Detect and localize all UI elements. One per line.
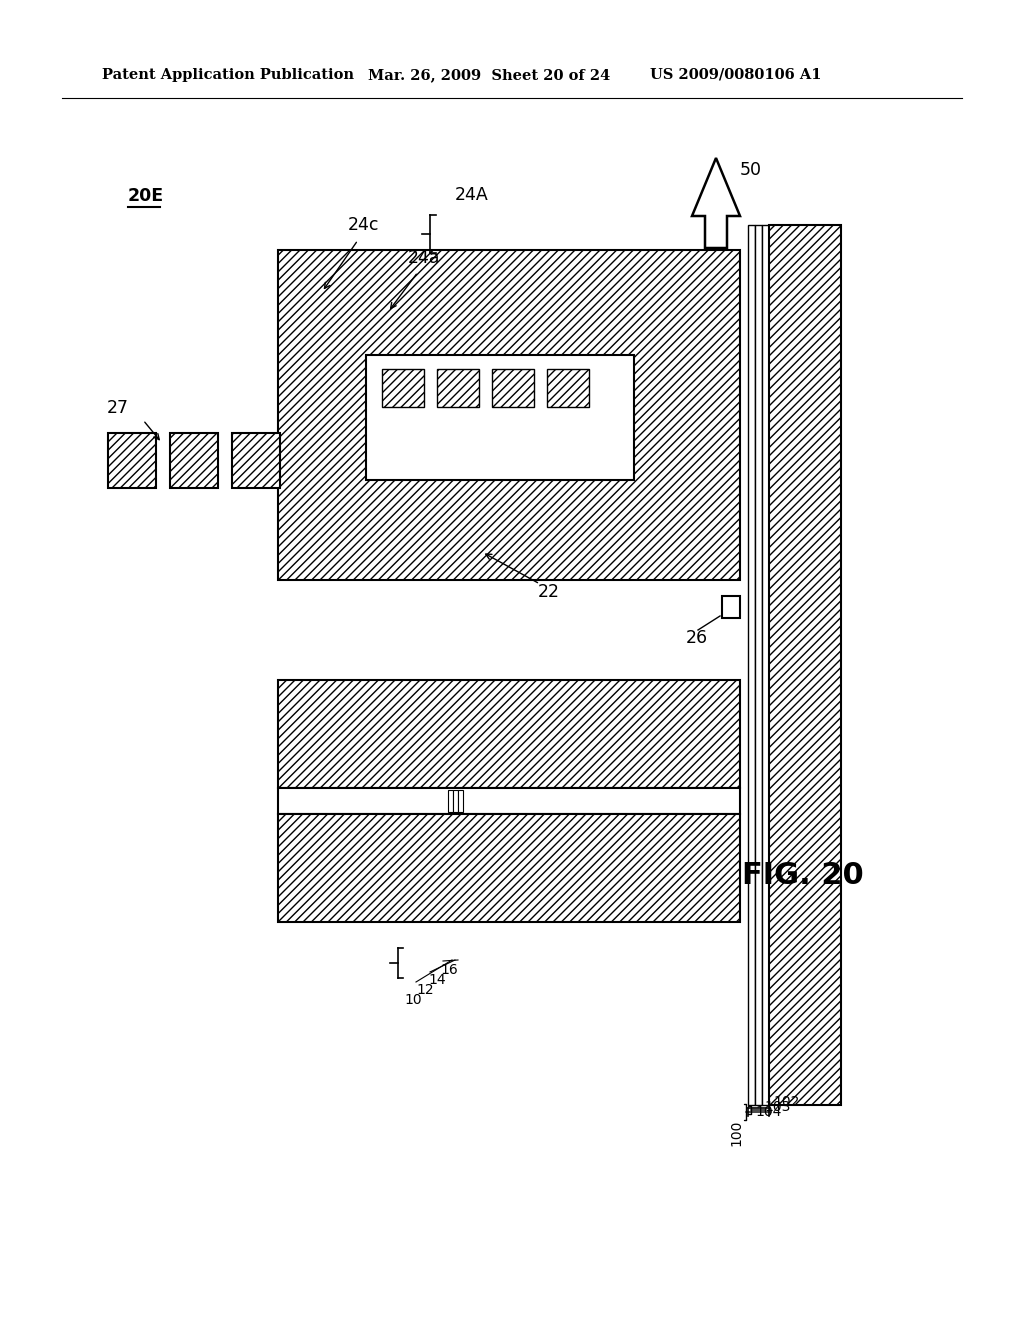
Bar xyxy=(108,433,156,488)
Text: 24a: 24a xyxy=(408,249,440,267)
Text: 24A: 24A xyxy=(455,186,488,205)
Bar xyxy=(437,370,479,407)
Text: Mar. 26, 2009  Sheet 20 of 24: Mar. 26, 2009 Sheet 20 of 24 xyxy=(368,69,610,82)
Bar xyxy=(769,224,841,1105)
Text: 102: 102 xyxy=(773,1096,800,1109)
Bar xyxy=(278,680,740,788)
Text: 22: 22 xyxy=(538,583,560,601)
Bar xyxy=(748,224,755,1105)
Text: 16: 16 xyxy=(440,964,458,977)
Bar xyxy=(366,355,634,480)
Text: 100: 100 xyxy=(729,1119,743,1146)
Text: 104: 104 xyxy=(755,1105,781,1119)
Bar xyxy=(755,224,762,1105)
Polygon shape xyxy=(692,158,740,248)
Bar xyxy=(382,370,424,407)
Text: 27: 27 xyxy=(106,399,129,417)
Bar xyxy=(449,789,453,812)
Bar xyxy=(170,433,218,488)
Bar xyxy=(453,789,458,812)
Bar xyxy=(278,788,740,814)
Text: FIG. 20: FIG. 20 xyxy=(742,861,864,890)
Text: 50: 50 xyxy=(740,161,762,180)
Text: 24c: 24c xyxy=(348,216,380,234)
Bar xyxy=(278,814,740,921)
Text: US 2009/0080106 A1: US 2009/0080106 A1 xyxy=(650,69,821,82)
Bar xyxy=(232,433,280,488)
Text: 20E: 20E xyxy=(128,187,164,205)
Bar xyxy=(762,224,769,1105)
Text: 10: 10 xyxy=(404,993,422,1007)
Text: 103: 103 xyxy=(764,1100,791,1114)
Bar xyxy=(722,597,740,618)
Text: 14: 14 xyxy=(428,973,445,987)
Bar xyxy=(458,789,463,812)
Text: Patent Application Publication: Patent Application Publication xyxy=(102,69,354,82)
Bar xyxy=(547,370,589,407)
Text: 12: 12 xyxy=(416,983,433,997)
Text: 26: 26 xyxy=(686,630,709,647)
Bar xyxy=(492,370,534,407)
Bar xyxy=(278,249,740,579)
